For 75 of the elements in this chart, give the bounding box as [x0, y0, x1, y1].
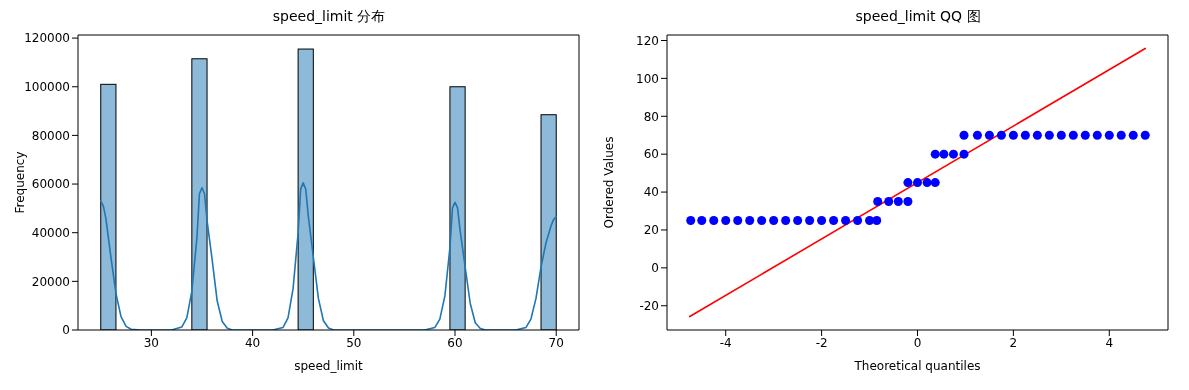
y-axis-title: Frequency	[13, 151, 28, 214]
point	[769, 215, 779, 225]
y-tick-label: 100	[636, 71, 659, 86]
point	[697, 215, 707, 225]
point	[893, 197, 903, 207]
x-tick-label: 4	[1105, 335, 1114, 350]
chart-title: speed_limit QQ 图	[854, 8, 982, 26]
y-tick-label: 80000	[31, 128, 70, 143]
x-tick-label: 70	[548, 335, 564, 350]
point	[817, 215, 827, 225]
point	[853, 215, 863, 225]
point	[959, 149, 969, 159]
point	[972, 130, 982, 140]
point	[1116, 130, 1126, 140]
x-tick-label: 50	[346, 335, 362, 350]
x-axis-title: speed_limit	[294, 359, 364, 373]
point	[1008, 130, 1018, 140]
x-tick-label: 40	[244, 335, 261, 350]
x-tick-label: 30	[143, 335, 160, 350]
point	[733, 215, 743, 225]
point	[1020, 130, 1030, 140]
y-tick-label: 20000	[31, 274, 70, 289]
point	[939, 149, 949, 159]
point	[1044, 130, 1054, 140]
y-tick-label: 60000	[31, 177, 70, 192]
point	[884, 197, 894, 207]
point	[873, 197, 883, 207]
point	[781, 215, 791, 225]
point	[721, 215, 731, 225]
y-tick-label: 60	[643, 147, 659, 162]
point	[757, 215, 767, 225]
point	[686, 215, 696, 225]
point	[913, 178, 922, 188]
x-tick-label: 60	[447, 335, 463, 350]
point	[841, 215, 851, 225]
point	[984, 130, 994, 140]
point	[996, 130, 1006, 140]
point	[1092, 130, 1102, 140]
point	[709, 215, 719, 225]
point	[1140, 130, 1150, 140]
y-axis-title: Ordered Values	[602, 136, 617, 229]
point	[903, 197, 913, 207]
point	[1068, 130, 1078, 140]
point	[948, 149, 958, 159]
y-tick-label: 120000	[24, 31, 70, 46]
point	[829, 215, 839, 225]
x-tick-label: 2	[1009, 335, 1018, 350]
x-tick-label: -2	[815, 335, 828, 350]
y-tick-label: 40	[643, 185, 659, 200]
point	[1080, 130, 1090, 140]
point	[930, 178, 940, 188]
y-tick-label: 20	[643, 223, 659, 238]
point	[903, 178, 913, 188]
point	[1032, 130, 1042, 140]
chart-title: speed_limit 分布	[271, 8, 387, 26]
point	[1104, 130, 1114, 140]
x-axis-title: Theoretical quantiles	[853, 359, 981, 373]
point	[1056, 130, 1066, 140]
y-tick-label: 80	[643, 109, 659, 124]
point	[922, 178, 932, 188]
y-tick-label: 100000	[24, 80, 70, 95]
y-tick-label: 0	[62, 323, 70, 338]
y-tick-label: -20	[639, 299, 659, 314]
point	[805, 215, 815, 225]
point	[793, 215, 803, 225]
point	[872, 215, 882, 225]
point	[1128, 130, 1138, 140]
y-tick-label: 0	[651, 261, 659, 276]
point	[745, 215, 755, 225]
y-tick-label: 120	[636, 33, 659, 48]
point	[930, 149, 940, 159]
point	[959, 130, 969, 140]
x-tick-label: -4	[719, 335, 732, 350]
y-tick-label: 40000	[31, 225, 70, 240]
x-tick-label: 0	[913, 335, 922, 350]
